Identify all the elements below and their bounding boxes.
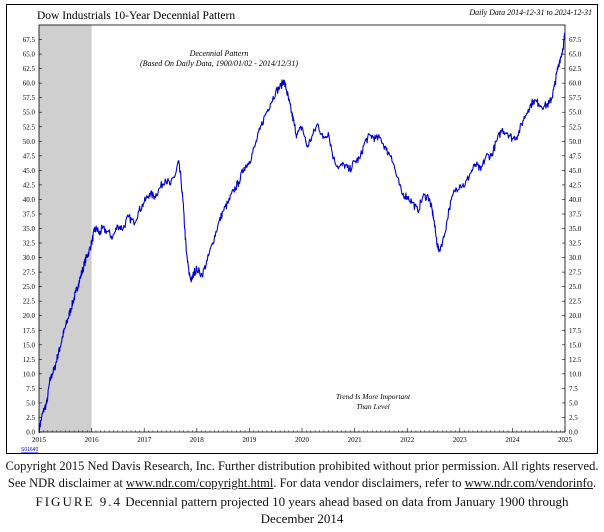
shaded-region — [39, 25, 92, 432]
y-tick-label-right: 52.5 — [569, 123, 582, 131]
copyright-link[interactable]: www.ndr.com/copyright.html — [125, 476, 274, 490]
y-tick-label-right: 15.0 — [569, 341, 582, 349]
y-tick-label-left: 57.5 — [23, 94, 36, 102]
y-tick-label-left: 37.5 — [23, 210, 36, 218]
y-tick-label-left: 67.5 — [23, 36, 36, 44]
y-tick-label-right: 65.0 — [569, 51, 582, 59]
disclaimer-suffix: . — [592, 476, 597, 490]
x-tick-label: 2024 — [505, 436, 520, 444]
y-tick-label-left: 50.0 — [23, 138, 36, 146]
y-tick-label-right: 17.5 — [569, 327, 582, 335]
y-tick-label-left: 62.5 — [23, 65, 36, 73]
y-tick-label-right: 30.0 — [569, 254, 582, 262]
y-tick-label-left: 45.0 — [23, 167, 36, 175]
y-tick-label-right: 45.0 — [569, 167, 582, 175]
x-tick-label: 2025 — [558, 436, 573, 444]
y-tick-label-left: 10.0 — [23, 370, 36, 378]
y-tick-label-right: 55.0 — [569, 109, 582, 117]
y-tick-label-right: 42.5 — [569, 181, 582, 189]
y-tick-label-right: 5.0 — [569, 399, 578, 407]
vendorinfo-link[interactable]: www.ndr.com/vendorinfo — [464, 476, 593, 490]
figure-caption: FIGURE 9.4 Decennial pattern projected 1… — [0, 493, 604, 527]
y-tick-label-left: 22.5 — [23, 298, 36, 306]
y-tick-label-left: 25.0 — [23, 283, 36, 291]
y-tick-label-left: 17.5 — [23, 327, 36, 335]
y-tick-label-left: 35.0 — [23, 225, 36, 233]
y-tick-label-left: 65.0 — [23, 51, 36, 59]
y-tick-label-right: 35.0 — [569, 225, 582, 233]
y-tick-label-right: 10.0 — [569, 370, 582, 378]
y-tick-label-left: 55.0 — [23, 109, 36, 117]
x-tick-label: 2018 — [190, 436, 205, 444]
y-tick-label-left: 42.5 — [23, 181, 36, 189]
x-axis: 2015 2016 2017 2018 2019 2020 2021 2022 2023 2024… — [32, 428, 573, 444]
y-tick-label-left: 12.5 — [23, 356, 36, 364]
x-tick-label: 2015 — [32, 436, 47, 444]
chart-date-range: Daily Data 2014-12-31 to 2024-12-31 — [468, 8, 592, 17]
figure-text-line2: December 2014 — [260, 511, 344, 526]
y-tick-label-left: 32.5 — [23, 240, 36, 248]
copyright-caption: Copyright 2015 Ned Davis Research, Inc. … — [5, 459, 599, 473]
figure-label: FIGURE 9.4 — [35, 494, 122, 509]
chart-subtitle-note: (Based On Daily Data, 1900/01/02 - 2014/… — [140, 59, 298, 68]
y-tick-label-right: 67.5 — [569, 36, 582, 44]
x-tick-label: 2022 — [400, 436, 415, 444]
y-tick-label-left: 15.0 — [23, 341, 36, 349]
x-tick-label: 2021 — [348, 436, 363, 444]
y-tick-label-left: 7.5 — [26, 385, 35, 393]
x-tick-label: 2023 — [453, 436, 468, 444]
y-tick-label-right: 32.5 — [569, 240, 582, 248]
y-tick-label-right: 57.5 — [569, 94, 582, 102]
figure-text: Decennial pattern projected 10 years ahe… — [121, 494, 569, 509]
chart-title: Dow Industrials 10-Year Decennial Patter… — [37, 10, 235, 22]
y-tick-label-left: 2.5 — [26, 414, 35, 422]
y-tick-label-left: 0.0 — [26, 429, 35, 437]
y-tick-label-right: 27.5 — [569, 269, 582, 277]
chart-code: S01640 — [21, 447, 38, 453]
y-tick-label-left: 30.0 — [23, 254, 36, 262]
decennial-chart: 0.0 2.5 5.0 7.5 10.0 12.5 15.0 17.5 20.0 22.5 25.0… — [21, 8, 592, 453]
annotation-level: Than Level — [356, 402, 390, 411]
y-tick-label-right: 50.0 — [569, 138, 582, 146]
y-axis-left: 0.0 2.5 5.0 7.5 10.0 12.5 15.0 17.5 20.0 22.5 25.0… — [23, 36, 42, 437]
y-tick-label-left: 60.0 — [23, 80, 36, 88]
y-tick-label-left: 52.5 — [23, 123, 36, 131]
y-tick-label-right: 20.0 — [569, 312, 582, 320]
y-tick-label-right: 47.5 — [569, 152, 582, 160]
y-tick-label-right: 2.5 — [569, 414, 578, 422]
x-tick-label: 2019 — [242, 436, 257, 444]
y-tick-label-left: 27.5 — [23, 269, 36, 277]
disclaimer-prefix: See NDR disclaimer at — [7, 476, 126, 490]
y-tick-label-right: 12.5 — [569, 356, 582, 364]
y-tick-label-right: 22.5 — [569, 298, 582, 306]
y-tick-label-left: 40.0 — [23, 196, 36, 204]
disclaimer-caption: See NDR disclaimer at www.ndr.com/copyri… — [0, 475, 604, 491]
y-tick-label-right: 7.5 — [569, 385, 578, 393]
y-tick-label-left: 20.0 — [23, 312, 36, 320]
chart-frame: 0.0 2.5 5.0 7.5 10.0 12.5 15.0 17.5 20.0 22.5 25.0… — [6, 4, 598, 454]
y-tick-label-right: 40.0 — [569, 196, 582, 204]
x-tick-label: 2016 — [85, 436, 100, 444]
chart-subtitle: Decennial Pattern — [189, 49, 249, 58]
y-tick-label-right: 25.0 — [569, 283, 582, 291]
y-tick-label-right: 62.5 — [569, 65, 582, 73]
y-tick-label-right: 60.0 — [569, 80, 582, 88]
y-tick-label-right: 37.5 — [569, 210, 582, 218]
y-tick-label-right: 0.0 — [569, 429, 578, 437]
annotation-trend: Trend Is More Important — [336, 392, 411, 401]
y-axis-right: 0.0 2.5 5.0 7.5 10.0 12.5 15.0 17.5 20.0 22.5 25.0… — [562, 36, 582, 437]
series-line-decennial-pattern — [38, 32, 566, 434]
x-tick-label: 2020 — [295, 436, 310, 444]
y-tick-label-left: 47.5 — [23, 152, 36, 160]
x-tick-label: 2017 — [137, 436, 152, 444]
disclaimer-middle: . For data vendor disclaimers, refer to — [273, 476, 465, 490]
y-tick-label-left: 5.0 — [26, 399, 35, 407]
